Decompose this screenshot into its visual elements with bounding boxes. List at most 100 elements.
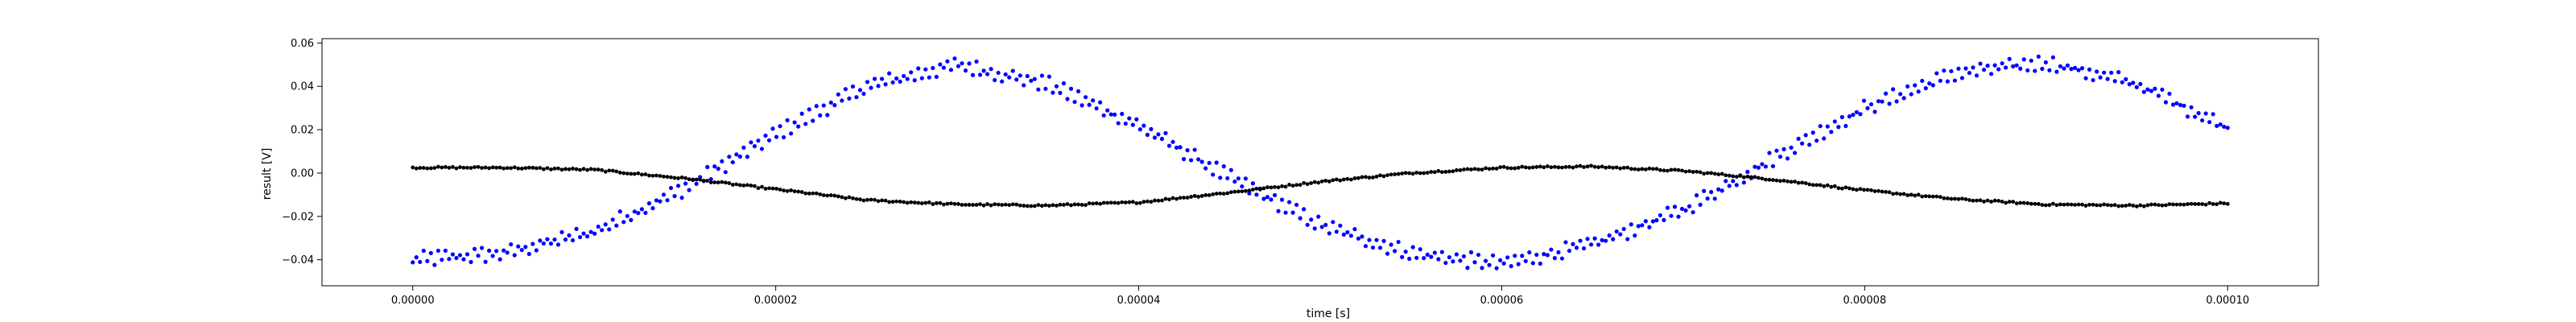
- data-point: [1393, 249, 1397, 254]
- data-point: [559, 229, 564, 235]
- data-point: [2066, 202, 2070, 207]
- data-point: [923, 200, 928, 205]
- data-point: [1091, 201, 1096, 206]
- data-point: [1032, 204, 1037, 208]
- data-point: [691, 178, 696, 183]
- data-point: [479, 246, 485, 250]
- data-point: [923, 67, 928, 72]
- data-point: [541, 167, 546, 171]
- data-point: [1120, 111, 1125, 117]
- data-point: [1039, 204, 1044, 208]
- data-point: [723, 170, 728, 175]
- data-point: [1829, 130, 1834, 134]
- data-point: [1614, 165, 1619, 170]
- data-point: [1134, 117, 1139, 122]
- data-point: [1247, 188, 1252, 193]
- data-point: [610, 168, 615, 173]
- data-point: [2149, 202, 2153, 207]
- data-point: [785, 188, 790, 193]
- data-point: [1814, 138, 1819, 143]
- data-point: [836, 92, 840, 97]
- y-tick-label: 0.02: [291, 125, 314, 137]
- data-point: [902, 200, 906, 204]
- data-point: [1724, 173, 1728, 178]
- data-point: [1294, 202, 1299, 208]
- data-point: [1810, 130, 1815, 135]
- data-point: [1777, 155, 1783, 159]
- data-point: [1003, 202, 1008, 207]
- data-point: [534, 248, 539, 253]
- data-point: [2109, 203, 2114, 208]
- data-point: [1534, 165, 1539, 169]
- data-point: [861, 91, 866, 97]
- data-point: [1265, 185, 1269, 190]
- data-point: [461, 165, 466, 170]
- data-point: [1959, 76, 1965, 80]
- data-point: [1916, 192, 1921, 197]
- data-point: [654, 173, 658, 178]
- data-point: [1716, 172, 1721, 177]
- data-point: [803, 122, 808, 126]
- data-point: [1843, 123, 1848, 129]
- data-point: [512, 165, 517, 170]
- data-point: [1538, 261, 1542, 266]
- data-point: [1574, 246, 1579, 250]
- data-point: [549, 167, 553, 171]
- data-point: [1283, 184, 1288, 189]
- data-point: [1393, 172, 1397, 176]
- data-point: [1062, 203, 1066, 207]
- data-point: [971, 203, 975, 207]
- data-point: [927, 75, 931, 80]
- data-point: [643, 172, 648, 176]
- data-point: [1992, 63, 1997, 68]
- data-point: [1381, 238, 1386, 243]
- data-point: [763, 187, 768, 191]
- data-point: [1683, 169, 1688, 174]
- data-point: [2018, 66, 2023, 71]
- data-point: [2141, 204, 2146, 208]
- data-point: [555, 242, 561, 247]
- data-point: [1149, 200, 1154, 204]
- data-point: [574, 167, 579, 171]
- data-point: [646, 201, 652, 206]
- data-point: [727, 181, 732, 185]
- data-point: [1298, 216, 1302, 221]
- data-point: [2000, 200, 2004, 204]
- data-point: [1956, 66, 1961, 71]
- data-point: [1952, 78, 1958, 83]
- data-point: [989, 67, 993, 72]
- data-point: [894, 76, 899, 81]
- data-point: [443, 165, 448, 169]
- data-point: [712, 180, 717, 184]
- data-point: [931, 202, 935, 206]
- data-point: [1272, 192, 1278, 198]
- data-point: [414, 166, 419, 171]
- data-point: [574, 226, 579, 231]
- data-point: [483, 165, 488, 170]
- data-point: [548, 242, 554, 246]
- data-point: [1883, 91, 1889, 96]
- data-point: [1087, 201, 1092, 205]
- data-point: [1662, 217, 1666, 222]
- data-point: [948, 68, 954, 72]
- data-point: [1312, 180, 1317, 184]
- data-point: [2178, 202, 2182, 207]
- data-point: [741, 184, 746, 188]
- data-point: [1807, 142, 1812, 147]
- data-point: [2225, 201, 2230, 206]
- data-point: [1858, 112, 1863, 117]
- data-point: [1607, 165, 1612, 170]
- data-point: [596, 167, 601, 172]
- data-point: [1825, 124, 1830, 129]
- data-point: [916, 200, 921, 205]
- data-point: [2203, 202, 2208, 207]
- data-point: [2134, 85, 2139, 89]
- data-point: [770, 126, 775, 131]
- data-point: [2153, 202, 2157, 207]
- data-point: [1520, 254, 1525, 258]
- data-point: [1643, 167, 1648, 171]
- data-point: [2029, 201, 2033, 206]
- data-point: [2127, 203, 2132, 207]
- data-point: [1116, 121, 1121, 126]
